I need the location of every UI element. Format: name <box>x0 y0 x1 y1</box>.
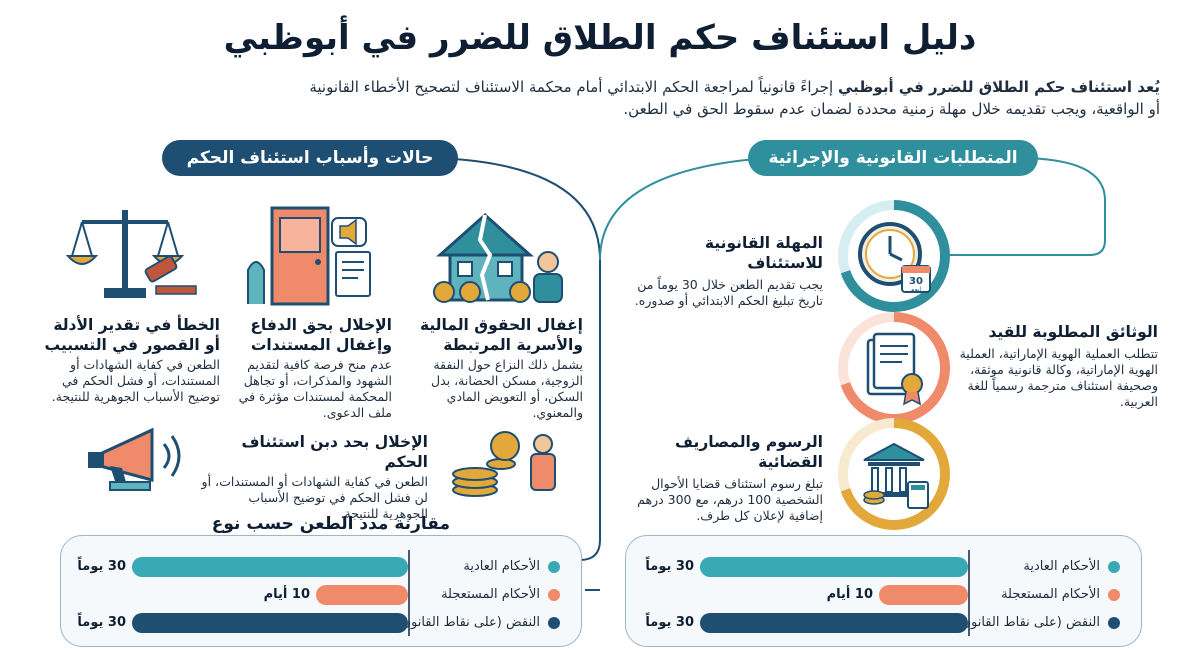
comparison-value: 10 أيام <box>263 587 310 602</box>
documents-title: الوثائق المطلوبة للقيد <box>988 323 1158 341</box>
case-limit-text: الطعن في كفاية الشهادات أو المستندات، أو… <box>201 474 428 521</box>
comparison-value: 30 يوماً <box>645 615 694 630</box>
deadline-title: المهلة القانونية للاستئناف <box>704 234 823 272</box>
fees-ring <box>838 418 950 530</box>
comparison-label: الأحكام العادية <box>463 559 540 574</box>
case-evidence-error: الخطأ في تقدير الأدلة أو القصور في التسب… <box>40 315 220 405</box>
intro-bold: يُعد استئناف حكم الطلاق للضرر في أبوظبي <box>837 78 1160 96</box>
comparison-row: النقض (على نقاط القانون) 30 يوماً <box>0 613 1200 633</box>
page-title: دليل استئناف حكم الطلاق للضرر في أبوظبي <box>223 18 977 58</box>
comparison-label: الأحكام المستعجلة <box>1001 587 1100 602</box>
comparison-value: 30 يوماً <box>645 559 694 574</box>
scales-gavel-icon <box>65 210 197 298</box>
legend-dot <box>548 617 560 629</box>
comparison-bar <box>700 613 968 633</box>
right-bars-divider <box>968 550 970 636</box>
megaphone-icon <box>88 427 181 491</box>
deadline-block: المهلة القانونية للاستئناف يجب تقديم الط… <box>625 233 823 309</box>
comparison-bar <box>132 613 408 633</box>
documents-block: الوثائق المطلوبة للقيد تتطلب العملية اله… <box>958 322 1158 410</box>
intro-line2: أو الواقعية، ويجب تقديمه خلال مهلة زمنية… <box>623 100 1160 118</box>
door-document-icon <box>247 206 371 306</box>
legend-dot <box>548 589 560 601</box>
comparison-value: 10 أيام <box>826 587 873 602</box>
legend-dot <box>1108 589 1120 601</box>
comparison-bar <box>700 557 968 577</box>
comparison-bar <box>132 557 408 577</box>
case-financial-title: إغفال الحقوق المالية والأسرية المرتبطة <box>419 316 583 354</box>
case-defense-title: الإخلال بحق الدفاع وإغفال المستندات <box>250 316 392 354</box>
legend-dot <box>548 561 560 573</box>
intro-paragraph: يُعد استئناف حكم الطلاق للضرر في أبوظبي … <box>30 76 1160 120</box>
case-limit-title: الإخلال بحد دبن استئناف الحكم <box>241 433 428 471</box>
comparison-bar <box>879 585 968 605</box>
documents-text: تتطلب العملية الهوية الإماراتية، العملية… <box>959 346 1158 409</box>
left-section-header: حالات وأسباب استئناف الحكم <box>162 140 458 176</box>
broken-house-icon <box>433 212 563 303</box>
deadline-ring: 30 ايوم <box>838 200 950 312</box>
comparison-label: النقض (على نقاط القانون) <box>396 615 540 630</box>
comparison-label: الأحكام العادية <box>1023 559 1100 574</box>
case-financial-rights: إغفال الحقوق المالية والأسرية المرتبطة ي… <box>405 315 583 421</box>
clock-calendar-icon: 30 ايوم <box>858 222 931 293</box>
comparison-row: الأحكام العادية 30 يوماً <box>0 557 1200 577</box>
calendar-sub: ايوم <box>911 286 921 293</box>
fees-block: الرسوم والمصاريف القضائية تبلغ رسوم استئ… <box>625 432 823 524</box>
case-evidence-text: الطعن في كفاية الشهادات أو المستندات، أو… <box>51 357 220 404</box>
comparison-value: 30 يوماً <box>77 559 126 574</box>
case-financial-text: يشمل ذلك النزاع حول النفقة الزوجية، مسكن… <box>431 357 583 420</box>
comparison-row: الأحكام العادية 30 يوماً <box>0 557 1200 577</box>
documents-ring <box>838 312 950 424</box>
right-section-header: المتطلبات القانونية والإجرائية <box>748 140 1038 176</box>
legend-dot <box>1108 617 1120 629</box>
case-defense-rights: الإخلال بحق الدفاع وإغفال المستندات عدم … <box>222 315 392 421</box>
fees-title: الرسوم والمصاريف القضائية <box>675 433 823 471</box>
intro-line1: إجراءً قانونياً لمراجعة الحكم الابتدائي … <box>309 78 838 96</box>
comparison-row: الأحكام المستعجلة 10 أيام <box>0 585 1200 605</box>
comparison-value: 30 يوماً <box>77 615 126 630</box>
coins-person-icon <box>452 431 556 497</box>
comparison-bar <box>316 585 408 605</box>
comparison-label: الأحكام المستعجلة <box>441 587 540 602</box>
comparison-label: النقض (على نقاط القانون) <box>956 615 1100 630</box>
legend-dot <box>1108 561 1120 573</box>
calendar-number: 30 <box>909 276 923 287</box>
case-appeal-limit: الإخلال بحد دبن استئناف الحكم الطعن في ك… <box>200 432 428 522</box>
comparison-row: النقض (على نقاط القانون) 30 يوماً <box>0 613 1200 633</box>
case-defense-text: عدم منح فرصة كافية لتقديم الشهود والمذكر… <box>238 357 392 420</box>
left-bars-divider <box>408 550 410 636</box>
document-seal-icon <box>866 332 923 406</box>
case-evidence-title: الخطأ في تقدير الأدلة أو القصور في التسب… <box>44 316 220 354</box>
court-fees-icon <box>863 442 929 509</box>
comparison-row: الأحكام المستعجلة 10 أيام <box>0 585 1200 605</box>
deadline-text: يجب تقديم الطعن خلال 30 يوماً من تاريخ ت… <box>634 277 823 308</box>
fees-text: تبلغ رسوم استئناف قضايا الأحوال الشخصية … <box>637 476 823 523</box>
